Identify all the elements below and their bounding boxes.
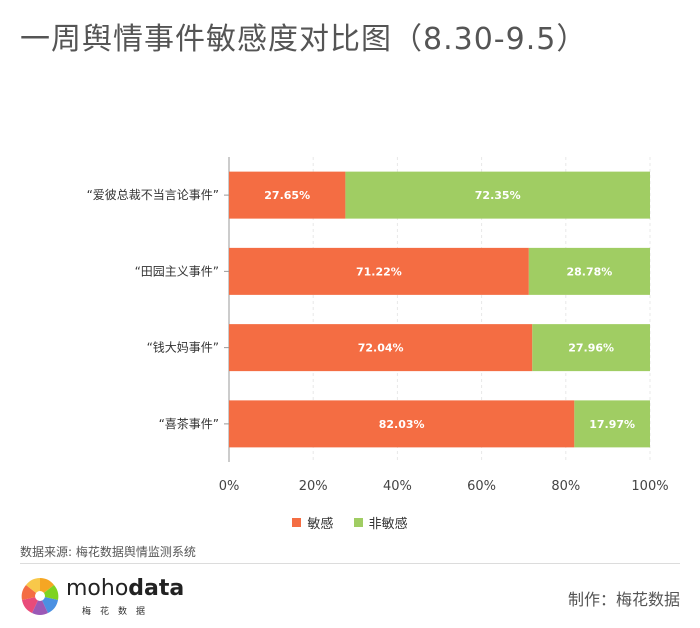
legend: 敏感 非敏感	[0, 513, 700, 532]
data-label: 82.03%	[379, 418, 425, 431]
bar-segment-sensitive	[229, 171, 346, 219]
bar-segment-non-sensitive	[532, 324, 650, 372]
category-label: “爱彼总裁不当言论事件”	[87, 188, 219, 202]
data-source: 数据来源: 梅花数据舆情监测系统	[20, 545, 196, 559]
category-label: “钱大妈事件”	[147, 340, 219, 355]
legend-label-non-sensitive: 非敏感	[368, 517, 408, 532]
logo-suffix: data	[128, 576, 185, 601]
data-label: 27.96%	[568, 342, 614, 355]
credit: 制作：梅花数据	[567, 590, 680, 609]
stacked-bar-chart: 0% 20% 40% 60% 80% 100% “爱彼总裁不当言论事件” 27.65% 72.3…	[87, 157, 669, 494]
x-tick-label: 80%	[551, 479, 580, 494]
data-label: 72.35%	[475, 189, 521, 202]
bar-segment-sensitive	[229, 324, 533, 372]
bar-segment-sensitive	[229, 400, 575, 448]
divider	[20, 563, 680, 564]
x-tick-label: 0%	[219, 479, 240, 494]
category-label: “田园主义事件”	[135, 264, 219, 278]
bar-segment-sensitive	[229, 247, 529, 295]
legend-swatch-non-sensitive	[353, 518, 363, 527]
data-label: 17.97%	[589, 418, 635, 431]
data-label: 71.22%	[356, 265, 402, 278]
legend-label-sensitive: 敏感	[307, 517, 334, 532]
category-label: “喜茶事件”	[159, 416, 219, 431]
data-label: 28.78%	[567, 265, 613, 278]
mohodata-logo: mohodata 梅花数据	[20, 576, 220, 617]
logo-prefix: moho	[66, 576, 129, 601]
bar-segment-non-sensitive	[574, 400, 650, 448]
legend-item-sensitive: 敏感	[292, 513, 333, 532]
logo-subtitle: 梅花数据	[82, 607, 155, 617]
x-tick-label: 100%	[631, 479, 668, 494]
logo-wordmark: mohodata	[66, 576, 184, 601]
legend-item-non-sensitive: 非敏感	[353, 513, 408, 532]
data-label: 72.04%	[358, 342, 404, 355]
legend-swatch-sensitive	[292, 518, 302, 527]
x-tick-label: 40%	[383, 479, 412, 494]
x-tick-label: 20%	[299, 479, 328, 494]
data-label: 27.65%	[264, 189, 310, 202]
bar-segment-non-sensitive	[528, 247, 650, 295]
x-tick-label: 60%	[467, 479, 496, 494]
chart-title: 一周舆情事件敏感度对比图（8.30-9.5）	[20, 22, 588, 57]
pinwheel-logo-icon	[21, 578, 59, 615]
bar-segment-non-sensitive	[345, 171, 650, 219]
